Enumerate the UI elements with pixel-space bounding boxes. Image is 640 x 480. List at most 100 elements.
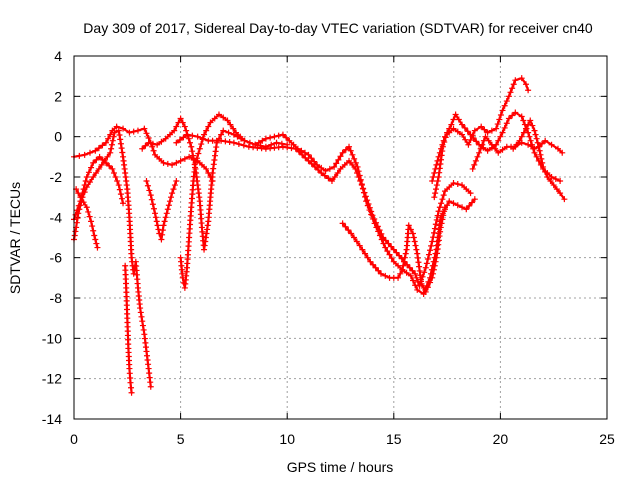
data-point-marker bbox=[363, 198, 370, 205]
data-point-marker bbox=[390, 246, 397, 253]
data-point-marker bbox=[203, 127, 210, 134]
data-point-marker bbox=[93, 169, 100, 176]
data-point-marker bbox=[382, 272, 389, 279]
data-point-marker bbox=[435, 174, 442, 180]
data-point-marker bbox=[91, 232, 98, 239]
data-point-marker bbox=[149, 201, 156, 208]
data-point-marker bbox=[102, 139, 109, 146]
x-tick-label: 25 bbox=[599, 431, 615, 447]
data-point-marker bbox=[435, 208, 442, 215]
data-point-marker bbox=[351, 155, 358, 162]
x-axis-label: GPS time / hours bbox=[287, 459, 394, 475]
data-point-marker bbox=[376, 232, 383, 239]
data-point-marker bbox=[112, 174, 119, 180]
data-point-marker bbox=[92, 147, 99, 154]
data-point-marker bbox=[176, 137, 183, 144]
data-point-marker bbox=[440, 192, 447, 199]
data-point-marker bbox=[421, 269, 428, 276]
data-point-marker bbox=[290, 141, 297, 148]
data-point-marker bbox=[492, 145, 499, 152]
data-point-marker bbox=[334, 169, 341, 176]
data-point-marker bbox=[467, 190, 474, 197]
data-point-marker bbox=[279, 131, 286, 138]
data-point-marker bbox=[144, 182, 151, 189]
data-point-marker bbox=[118, 195, 125, 202]
data-point-marker bbox=[267, 134, 274, 141]
y-tick-label: -14 bbox=[42, 411, 62, 427]
data-point-marker bbox=[414, 286, 421, 293]
data-point-marker bbox=[497, 133, 504, 140]
data-point-marker bbox=[203, 165, 210, 172]
data-point-marker bbox=[364, 254, 371, 261]
data-point-marker bbox=[130, 128, 137, 135]
data-point-marker bbox=[116, 131, 123, 138]
data-point-marker bbox=[89, 223, 96, 230]
data-point-marker bbox=[406, 264, 413, 271]
data-point-marker bbox=[158, 138, 165, 145]
data-point-marker bbox=[196, 145, 203, 152]
data-point-marker bbox=[459, 182, 466, 189]
data-point-marker bbox=[356, 172, 363, 179]
data-point-marker bbox=[441, 204, 448, 211]
data-point-marker bbox=[77, 198, 84, 205]
data-point-marker bbox=[162, 214, 169, 221]
data-point-marker bbox=[170, 186, 177, 193]
y-tick-label: 2 bbox=[54, 88, 62, 104]
data-point-marker bbox=[161, 218, 168, 225]
data-point-marker bbox=[110, 169, 117, 176]
data-point-marker bbox=[468, 199, 475, 206]
data-point-marker bbox=[466, 202, 473, 209]
data-point-marker bbox=[94, 244, 101, 251]
data-point-marker bbox=[185, 135, 192, 142]
data-point-marker bbox=[335, 156, 342, 163]
data-point-marker bbox=[83, 174, 90, 180]
data-point-marker bbox=[341, 161, 348, 168]
data-point-marker bbox=[454, 128, 461, 135]
data-point-marker bbox=[503, 98, 510, 105]
data-point-marker bbox=[204, 222, 211, 229]
data-point-marker bbox=[90, 227, 97, 234]
data-point-marker bbox=[370, 261, 377, 268]
data-point-marker bbox=[412, 282, 419, 289]
data-point-marker bbox=[414, 254, 421, 261]
data-point-marker bbox=[494, 121, 501, 128]
data-point-marker bbox=[471, 196, 478, 203]
data-point-marker bbox=[505, 93, 512, 100]
data-point-marker bbox=[488, 127, 495, 134]
data-point-marker bbox=[495, 149, 502, 156]
data-point-marker bbox=[213, 144, 220, 151]
data-point-marker bbox=[120, 200, 127, 207]
series-sat-e bbox=[71, 153, 127, 223]
data-point-marker bbox=[538, 155, 545, 162]
data-point-marker bbox=[522, 125, 529, 132]
data-point-marker bbox=[501, 102, 508, 109]
x-tick-label: 15 bbox=[386, 431, 402, 447]
data-point-marker bbox=[137, 309, 144, 316]
data-point-marker bbox=[356, 242, 363, 249]
data-point-marker bbox=[509, 112, 516, 119]
data-point-marker bbox=[278, 140, 285, 147]
data-point-marker bbox=[424, 284, 431, 291]
data-point-marker bbox=[238, 135, 245, 142]
data-point-marker bbox=[405, 222, 412, 229]
data-point-marker bbox=[189, 132, 196, 139]
data-point-marker bbox=[202, 238, 209, 245]
data-point-marker bbox=[473, 138, 480, 145]
data-point-marker bbox=[437, 161, 444, 168]
data-point-marker bbox=[403, 269, 410, 276]
data-point-marker bbox=[275, 132, 282, 139]
data-point-marker bbox=[479, 141, 486, 148]
data-point-marker bbox=[240, 142, 247, 149]
data-point-marker bbox=[371, 220, 378, 227]
data-point-marker bbox=[342, 146, 349, 153]
data-point-marker bbox=[117, 191, 124, 198]
data-point-marker bbox=[537, 151, 544, 158]
data-point-marker bbox=[533, 135, 540, 142]
data-point-marker bbox=[205, 123, 212, 130]
data-point-marker bbox=[201, 131, 208, 138]
data-point-marker bbox=[550, 182, 557, 189]
data-point-marker bbox=[353, 238, 360, 245]
y-tick-label: -4 bbox=[50, 209, 63, 225]
data-point-marker bbox=[154, 141, 161, 148]
data-point-marker bbox=[465, 141, 472, 148]
